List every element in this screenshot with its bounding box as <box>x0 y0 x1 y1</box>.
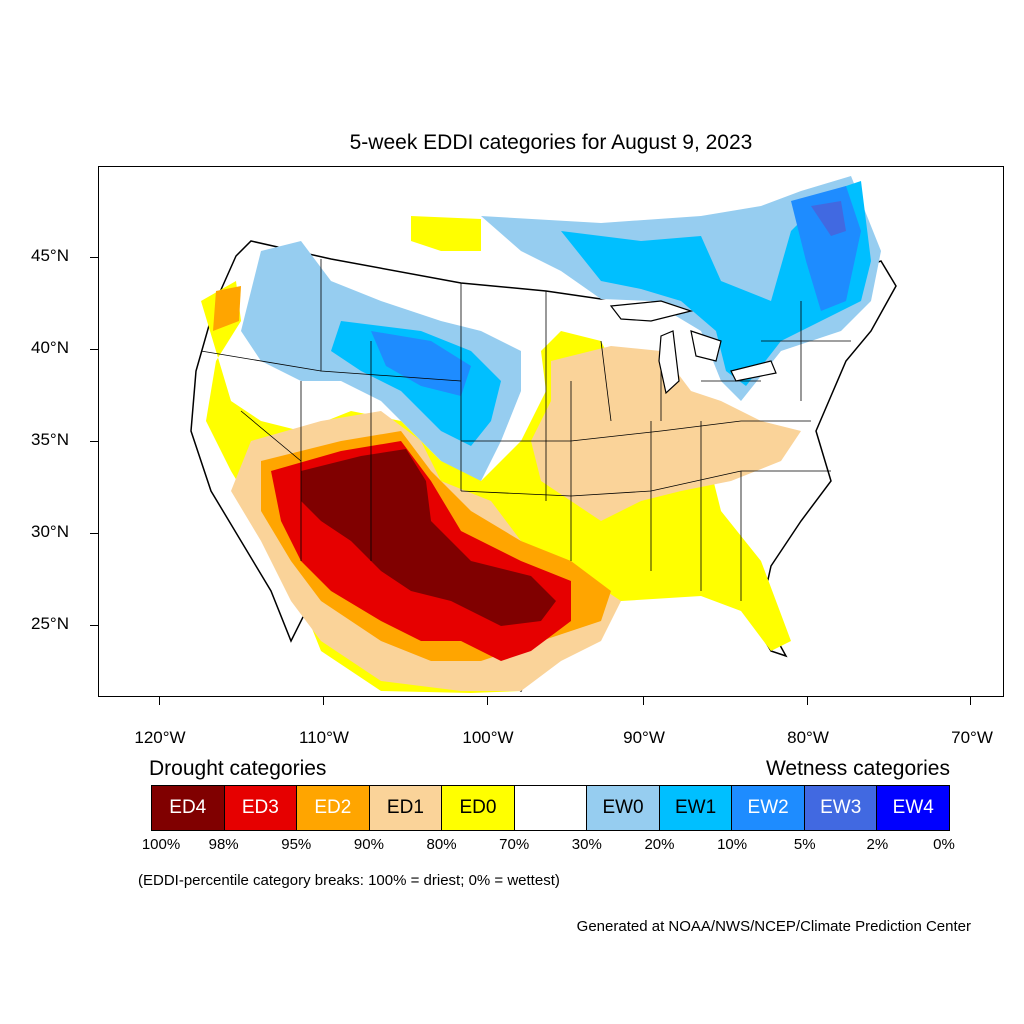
credit-text: Generated at NOAA/NWS/NCEP/Climate Predi… <box>576 918 971 935</box>
legend-box-ew2: EW2 <box>732 786 805 830</box>
legend-box-ew1: EW1 <box>659 786 733 830</box>
map-panel[interactable] <box>98 166 1004 697</box>
lat-label-30: 30°N <box>31 522 69 541</box>
legend-box-normal <box>514 786 588 830</box>
legend-box-ew3: EW3 <box>804 786 878 830</box>
dry-ed2-pacific <box>213 286 241 331</box>
lon-label-80: 80°W <box>787 728 829 747</box>
lon-tick <box>159 697 160 705</box>
eddi-map <box>190 176 897 693</box>
lat-label-35: 35°N <box>31 430 69 449</box>
category-note: (EDDI-percentile category breaks: 100% =… <box>138 872 560 889</box>
legend-box-ed1: ED1 <box>369 786 443 830</box>
legend-box-ed4: ED4 <box>152 786 225 830</box>
break-label: 100% <box>141 836 181 853</box>
break-label: 10% <box>717 836 748 853</box>
wetness-heading: Wetness categories <box>765 757 950 780</box>
lon-label-120: 120°W <box>134 728 186 747</box>
lat-label-45: 45°N <box>31 246 69 265</box>
lon-tick <box>807 697 808 705</box>
break-label: 0% <box>933 836 955 853</box>
break-label: 5% <box>793 836 816 853</box>
lon-label-70: 70°W <box>951 728 993 747</box>
legend-box-ew0: EW0 <box>587 786 660 830</box>
lat-tick <box>90 533 98 534</box>
lat-label-40: 40°N <box>31 338 69 357</box>
lon-label-90: 90°W <box>623 728 665 747</box>
lat-tick <box>90 349 98 350</box>
legend-box-ed2: ED2 <box>297 786 370 830</box>
lat-tick <box>90 625 98 626</box>
wet-ew1-northeast <box>561 181 871 386</box>
lat-tick <box>90 257 98 258</box>
wet-ew3-northeast <box>811 201 846 236</box>
break-label: 95% <box>281 836 312 853</box>
break-label: 70% <box>499 836 530 853</box>
lon-label-100: 100°W <box>462 728 514 747</box>
dry-ed0-north <box>411 216 481 251</box>
dry-ed4-southwest <box>301 449 556 626</box>
great-lakes <box>609 300 777 395</box>
break-label: 80% <box>426 836 457 853</box>
legend-box-ed3: ED3 <box>224 786 298 830</box>
lat-label-25: 25°N <box>31 614 69 633</box>
break-label: 98% <box>208 836 239 853</box>
break-label: 90% <box>353 836 384 853</box>
break-label: 20% <box>644 836 675 853</box>
dry-ed1-midwest <box>531 346 801 521</box>
break-label: 30% <box>571 836 602 853</box>
legend-box-ed0: ED0 <box>442 786 515 830</box>
break-label: 2% <box>866 836 889 853</box>
legend-box-ew4: EW4 <box>877 786 950 830</box>
lon-tick <box>323 697 324 705</box>
map-title: 5-week EDDI categories for August 9, 202… <box>349 131 753 154</box>
state-boundaries <box>200 259 851 601</box>
wet-ew1-plains <box>331 321 501 446</box>
lon-tick <box>970 697 971 705</box>
lon-tick <box>487 697 488 705</box>
lon-tick <box>643 697 644 705</box>
lon-label-110: 110°W <box>299 728 349 747</box>
lat-tick <box>90 441 98 442</box>
category-legend: ED4 ED3 ED2 ED1 ED0 EW0 EW1 EW2 EW3 EW4 <box>151 785 950 831</box>
drought-heading: Drought categories <box>149 757 327 780</box>
